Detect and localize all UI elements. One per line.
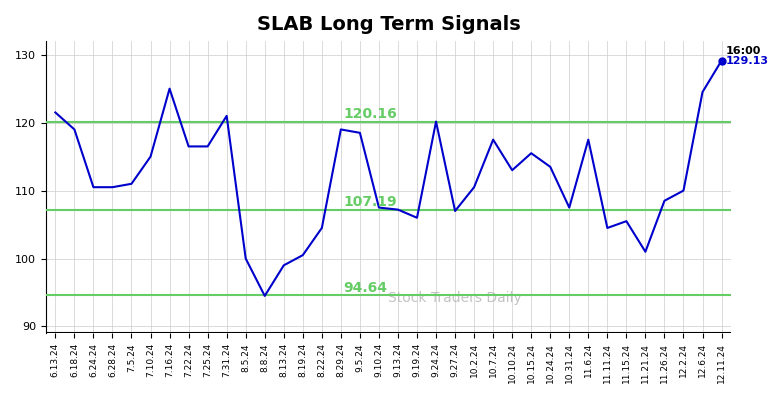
Title: SLAB Long Term Signals: SLAB Long Term Signals xyxy=(256,15,521,34)
Text: 120.16: 120.16 xyxy=(343,107,397,121)
Text: 129.13: 129.13 xyxy=(725,56,768,66)
Text: Stock Traders Daily: Stock Traders Daily xyxy=(388,291,522,305)
Text: 107.19: 107.19 xyxy=(343,195,397,209)
Text: 16:00: 16:00 xyxy=(725,46,760,56)
Text: 94.64: 94.64 xyxy=(343,281,387,295)
